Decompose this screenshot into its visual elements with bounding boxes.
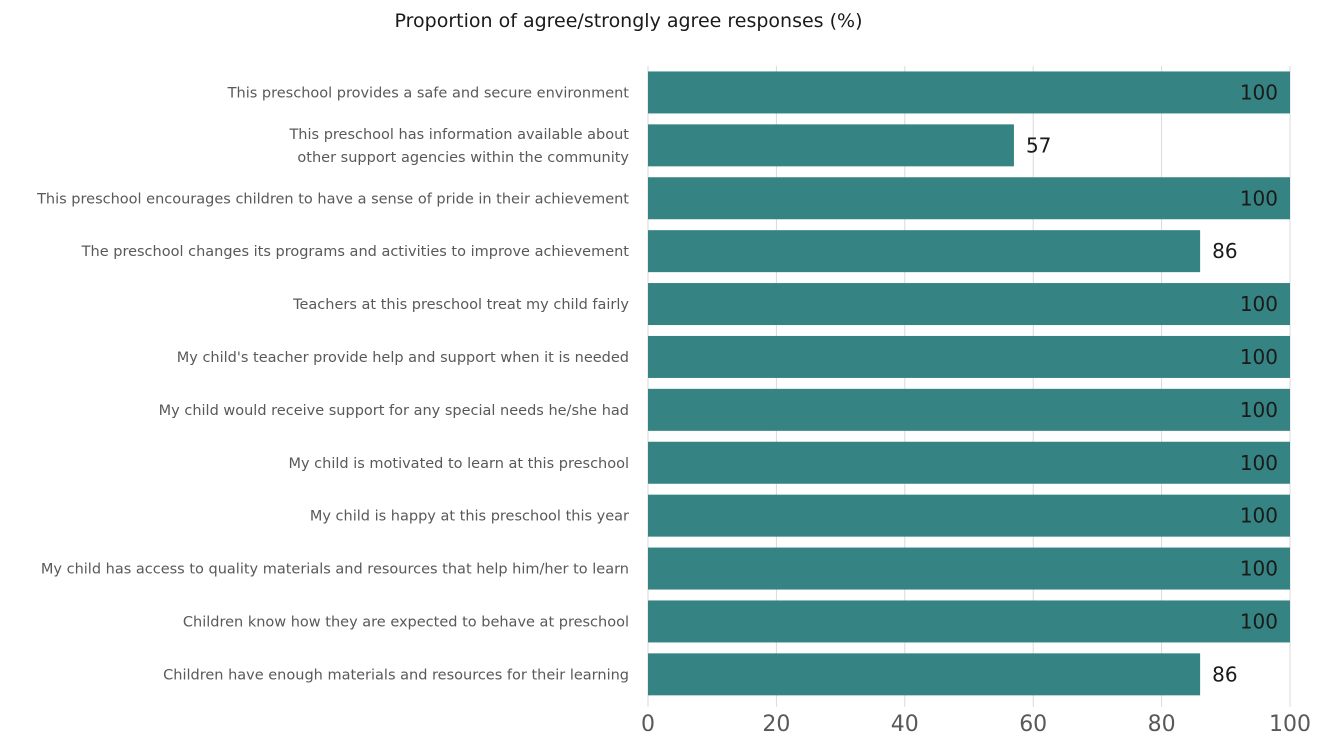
value-labels: 100 57 100 86 100 100 100 100 100 100 100 86 <box>1026 80 1278 686</box>
bar <box>648 335 1290 378</box>
bar-value-label: 86 <box>1212 662 1237 686</box>
category-label: My child is motivated to learn at this p… <box>288 456 629 472</box>
bar-value-label: 100 <box>1240 345 1278 369</box>
category-label: This preschool encourages children to ha… <box>36 191 629 207</box>
bar-value-label: 100 <box>1240 292 1278 316</box>
bar <box>648 494 1290 537</box>
bars <box>648 71 1290 696</box>
bar <box>648 283 1290 326</box>
bar-value-label: 100 <box>1240 451 1278 475</box>
bar <box>648 124 1014 167</box>
category-label: My child would receive support for any s… <box>159 403 629 419</box>
x-axis-ticks: 0 20 40 60 80 100 <box>641 712 1311 736</box>
category-label: This preschool has information available… <box>288 127 629 143</box>
category-label: Children have enough materials and resou… <box>163 667 629 683</box>
gridlines <box>647 66 1291 707</box>
category-label: The preschool changes its programs and a… <box>81 244 630 260</box>
bar-value-label: 100 <box>1240 557 1278 581</box>
bar <box>648 71 1290 114</box>
chart-title: Proportion of agree/strongly agree respo… <box>394 10 863 32</box>
x-tick-label: 80 <box>1148 712 1176 736</box>
bar <box>648 177 1290 220</box>
bar-value-label: 86 <box>1212 239 1237 263</box>
bar-value-label: 100 <box>1240 186 1278 210</box>
category-label: other support agencies within the commun… <box>297 150 629 166</box>
bar-value-label: 57 <box>1026 133 1051 157</box>
bar <box>648 441 1290 484</box>
category-label: This preschool provides a safe and secur… <box>227 85 630 101</box>
category-label: My child has access to quality materials… <box>41 562 629 578</box>
bar-value-label: 100 <box>1240 80 1278 104</box>
x-tick-label: 20 <box>762 712 790 736</box>
category-label: Children know how they are expected to b… <box>183 614 629 630</box>
bar <box>648 388 1290 431</box>
x-tick-label: 0 <box>641 712 655 736</box>
category-label: Teachers at this preschool treat my chil… <box>292 297 629 313</box>
bar <box>648 547 1290 590</box>
category-label: My child is happy at this preschool this… <box>310 509 629 525</box>
bar <box>648 653 1201 696</box>
bar-value-label: 100 <box>1240 609 1278 633</box>
category-labels: This preschool provides a safe and secur… <box>36 85 629 683</box>
bar-value-label: 100 <box>1240 504 1278 528</box>
bar <box>648 230 1201 273</box>
category-label: My child's teacher provide help and supp… <box>177 350 629 366</box>
bar <box>648 600 1290 643</box>
x-tick-label: 60 <box>1019 712 1047 736</box>
bar-value-label: 100 <box>1240 398 1278 422</box>
x-tick-label: 100 <box>1269 712 1311 736</box>
x-tick-label: 40 <box>891 712 919 736</box>
